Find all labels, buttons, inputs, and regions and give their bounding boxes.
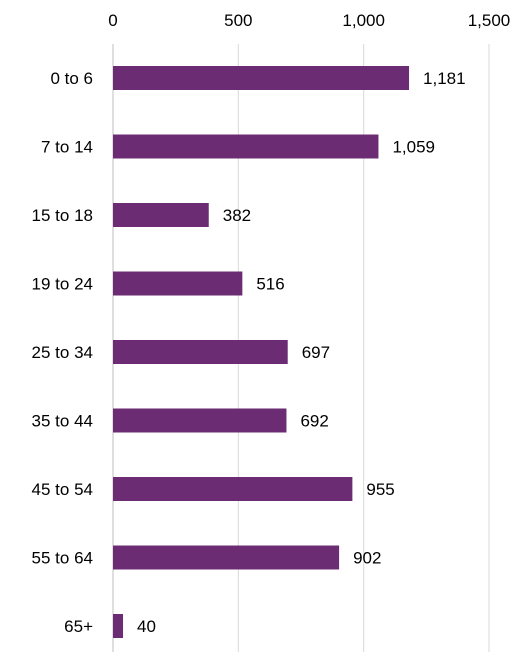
x-tick-label: 1,000 xyxy=(342,11,385,30)
category-labels: 0 to 6 7 to 14 15 to 18 19 to 24 25 to 34 35 … xyxy=(32,69,94,636)
bar xyxy=(113,545,340,570)
bar xyxy=(113,477,353,501)
bar xyxy=(113,408,287,433)
bar xyxy=(113,271,243,296)
data-label: 955 xyxy=(366,480,394,499)
bar xyxy=(113,340,288,364)
data-label: 902 xyxy=(353,549,381,568)
bar xyxy=(113,134,379,159)
category-label: 55 to 64 xyxy=(32,549,93,568)
data-label: 40 xyxy=(137,617,156,636)
data-label: 1,059 xyxy=(392,138,435,157)
data-label: 697 xyxy=(302,343,330,362)
bar xyxy=(113,614,124,638)
category-label: 65+ xyxy=(64,617,93,636)
data-labels: 1,181 1,059 382 516 697 692 955 902 40 xyxy=(137,69,466,636)
category-label: 25 to 34 xyxy=(32,343,93,362)
bars xyxy=(113,66,410,638)
data-label: 692 xyxy=(300,412,328,431)
data-label: 1,181 xyxy=(423,69,466,88)
category-label: 15 to 18 xyxy=(32,206,93,225)
bar xyxy=(113,66,410,90)
category-label: 19 to 24 xyxy=(32,275,93,294)
x-tick-label: 0 xyxy=(108,11,117,30)
category-label: 45 to 54 xyxy=(32,480,93,499)
data-label: 516 xyxy=(256,275,284,294)
category-label: 7 to 14 xyxy=(41,138,93,157)
x-tick-label: 500 xyxy=(224,11,252,30)
x-axis-ticks: 0 500 1,000 1,500 xyxy=(108,11,510,30)
bar xyxy=(113,203,209,227)
category-label: 35 to 44 xyxy=(32,412,93,431)
data-label: 382 xyxy=(223,206,251,225)
category-label: 0 to 6 xyxy=(50,69,93,88)
x-tick-label: 1,500 xyxy=(468,11,511,30)
